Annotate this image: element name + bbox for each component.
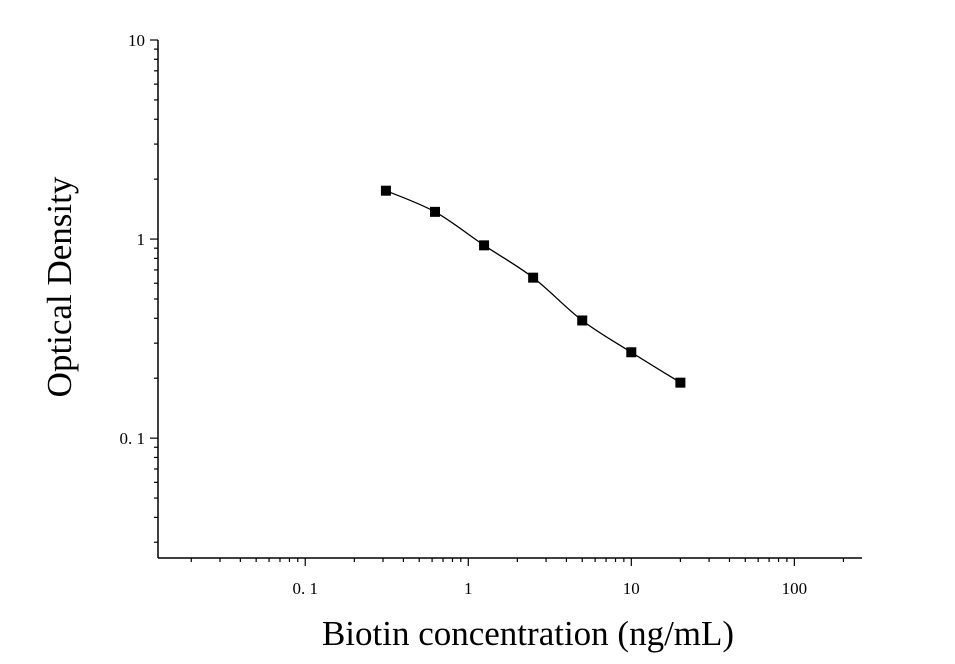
y-tick-label: 1 [137,230,146,249]
x-tick-label: 100 [782,579,808,598]
data-points [380,185,686,388]
x-axis-title: Biotin concentration (ng/mL) [322,614,734,653]
data-point [577,315,588,326]
data-point [528,272,539,283]
y-axis-title: Optical Density [40,176,79,397]
x-tick-label: 0. 1 [292,579,318,598]
y-tick-label: 10 [128,31,145,50]
y-tick-label: 0. 1 [120,429,146,448]
data-point [429,206,440,217]
data-point [675,377,686,388]
data-point [380,185,391,196]
axes: 0. 1 1 10 0. 1 1 10 100 [120,31,862,598]
data-point [626,347,637,358]
data-point [479,240,490,251]
x-tick-label: 10 [623,579,640,598]
x-tick-label: 1 [464,579,473,598]
